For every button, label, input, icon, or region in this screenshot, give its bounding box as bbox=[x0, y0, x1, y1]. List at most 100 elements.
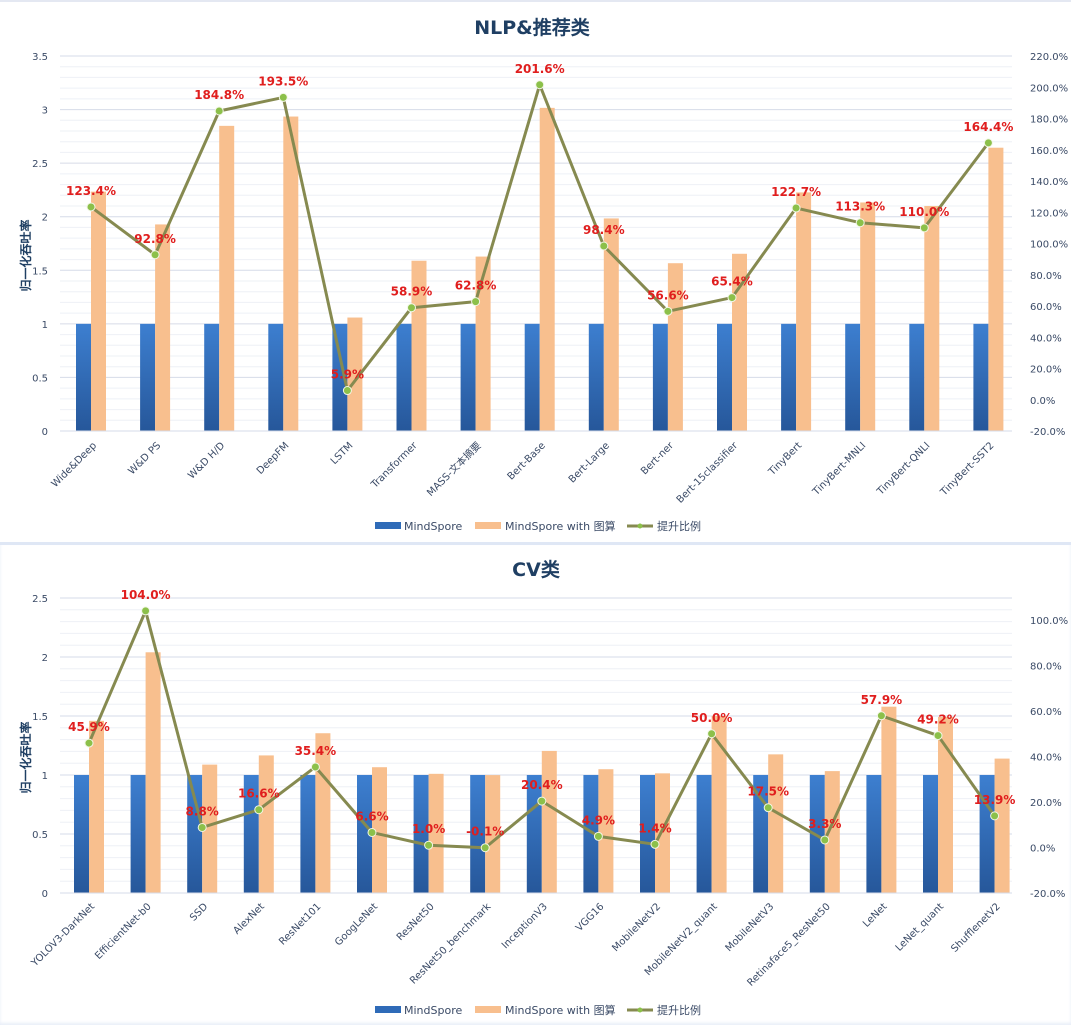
bar-mindspore bbox=[140, 323, 156, 431]
ratio-marker bbox=[86, 202, 96, 212]
ratio-marker bbox=[407, 303, 416, 313]
x-axis-label: MASS-文本摘要 bbox=[424, 439, 484, 499]
bar-mindspore bbox=[243, 775, 259, 893]
bar-mindspore bbox=[866, 775, 882, 893]
bar-mindspore bbox=[76, 323, 91, 431]
bar-mindspore bbox=[460, 323, 476, 431]
x-axis-label: TinyBert bbox=[766, 440, 804, 478]
bar-mindspore-graph bbox=[283, 116, 299, 432]
data-label: 164.4% bbox=[963, 120, 1013, 134]
bar-mindspore bbox=[204, 323, 220, 431]
y2-axis-tick: 40.0% bbox=[1030, 333, 1062, 344]
bar-mindspore bbox=[396, 323, 412, 431]
ratio-marker bbox=[663, 306, 673, 316]
bar-mindspore-graph bbox=[603, 218, 619, 431]
bar-mindspore bbox=[781, 323, 797, 431]
data-label: 45.9% bbox=[68, 720, 110, 734]
y-axis-label: 归一化吞吐率 bbox=[18, 219, 33, 291]
bar-mindspore-graph bbox=[258, 755, 274, 893]
nlp-chart-panel: NLP&推荐类 0 0.5 1 1.5 2 2.5 3 3.5 -20.0% 0.0% 20.0% 40… bbox=[0, 0, 1071, 533]
bar-mindspore bbox=[300, 775, 316, 893]
y-axis-tick: 3.5 bbox=[32, 52, 48, 63]
ratio-marker bbox=[84, 738, 94, 748]
bar-mindspore bbox=[74, 775, 89, 893]
ratio-marker bbox=[990, 811, 1000, 821]
ratio-marker bbox=[535, 80, 545, 90]
y-axis-tick: 1.5 bbox=[32, 266, 48, 277]
data-label: 4.9% bbox=[582, 813, 615, 827]
bar-mindspore bbox=[526, 775, 542, 893]
bar-mindspore bbox=[923, 775, 938, 893]
data-label: 8.8% bbox=[186, 804, 219, 818]
bar-mindspore-graph bbox=[411, 260, 427, 431]
data-label: 3.3% bbox=[808, 817, 841, 831]
ratio-marker bbox=[820, 835, 830, 845]
bar-mindspore bbox=[973, 323, 989, 431]
y-axis-tick: 0.5 bbox=[32, 373, 48, 384]
bar-mindspore bbox=[332, 323, 348, 431]
ratio-marker bbox=[150, 250, 160, 260]
x-axis-label: TinyBert-SST2 bbox=[938, 440, 996, 498]
y2-axis-tick: 200.0% bbox=[1030, 83, 1068, 94]
y2-axis-tick: 100.0% bbox=[1030, 616, 1068, 627]
x-axis-label: Bert-Large bbox=[567, 440, 612, 485]
data-label: 6.6% bbox=[355, 809, 388, 823]
bar-mindspore bbox=[187, 775, 203, 893]
ratio-marker bbox=[933, 731, 943, 741]
x-axis-label: GoogLeNet bbox=[333, 901, 380, 948]
bar-mindspore-graph bbox=[145, 652, 161, 893]
x-axis-label: EfficientNet-b0 bbox=[93, 901, 153, 961]
y2-axis-tick: 60.0% bbox=[1030, 707, 1062, 718]
bar-mindspore-graph bbox=[881, 706, 897, 893]
y-axis-tick: 1.5 bbox=[32, 712, 48, 723]
y2-axis-tick: 0.0% bbox=[1030, 396, 1055, 407]
x-axis-label: ResNet101 bbox=[277, 901, 323, 947]
bar-mindspore-graph bbox=[796, 192, 812, 431]
ratio-marker bbox=[141, 606, 151, 616]
data-label: 122.7% bbox=[771, 185, 821, 199]
bar-mindspore bbox=[583, 775, 599, 893]
ratio-marker bbox=[197, 822, 207, 832]
y2-axis-tick: 100.0% bbox=[1030, 240, 1068, 251]
y-axis-tick: 1 bbox=[42, 771, 48, 782]
data-label: 1.4% bbox=[638, 821, 671, 835]
ratio-marker bbox=[855, 218, 865, 228]
bar-mindspore bbox=[524, 323, 540, 431]
cv-chart: CV类 0 0.5 1 1.5 2 2.5 -20.0% 0.0% 20.0% 40.0% 60.0%… bbox=[18, 558, 1068, 1017]
bar-mindspore-graph bbox=[924, 206, 940, 431]
bar-mindspore-graph bbox=[541, 750, 557, 893]
data-label: 56.6% bbox=[647, 288, 689, 302]
y-axis-tick: 0.5 bbox=[32, 830, 48, 841]
x-axis-label: MobileNetV3 bbox=[724, 901, 777, 954]
x-axis-label: Wide&Deep bbox=[50, 440, 100, 490]
bar-mindspore bbox=[470, 775, 486, 893]
x-axis-label: SSD bbox=[188, 901, 210, 923]
x-axis-label: W&D H/D bbox=[186, 440, 227, 481]
bar-mindspore bbox=[130, 775, 146, 893]
x-axis-label: Bert-ner bbox=[639, 440, 677, 478]
bar-mindspore-graph bbox=[598, 769, 614, 893]
data-label: 50.0% bbox=[691, 711, 733, 725]
bar-mindspore-graph bbox=[539, 107, 555, 431]
data-label: 193.5% bbox=[258, 74, 308, 88]
x-axis-label: LeNet_quant bbox=[894, 901, 947, 954]
ratio-marker bbox=[310, 762, 320, 772]
data-label: 201.6% bbox=[515, 62, 565, 76]
x-axis-label: TinyBert-MNLI bbox=[810, 440, 868, 498]
chart-title: NLP&推荐类 bbox=[474, 16, 590, 39]
ratio-marker bbox=[707, 729, 717, 739]
data-label: 1.0% bbox=[412, 822, 445, 836]
legend-label-ratio: 提升比例 bbox=[657, 1003, 701, 1017]
data-label: 92.8% bbox=[134, 232, 176, 246]
legend-swatch-ratio-marker bbox=[637, 523, 643, 529]
legend-label-mindspore: MindSpore bbox=[404, 520, 462, 533]
y2-axis-tick: 40.0% bbox=[1030, 753, 1062, 764]
legend: MindSpore MindSpore with 图算 提升比例 bbox=[375, 1003, 701, 1017]
x-axis-label: AlexNet bbox=[232, 901, 267, 936]
ratio-marker bbox=[650, 839, 660, 849]
ratio-marker bbox=[727, 293, 737, 303]
legend-swatch-mindspore-graph bbox=[475, 522, 501, 529]
bar-mindspore bbox=[652, 323, 668, 431]
bar-mindspore bbox=[268, 323, 284, 431]
ratio-marker bbox=[791, 203, 801, 213]
